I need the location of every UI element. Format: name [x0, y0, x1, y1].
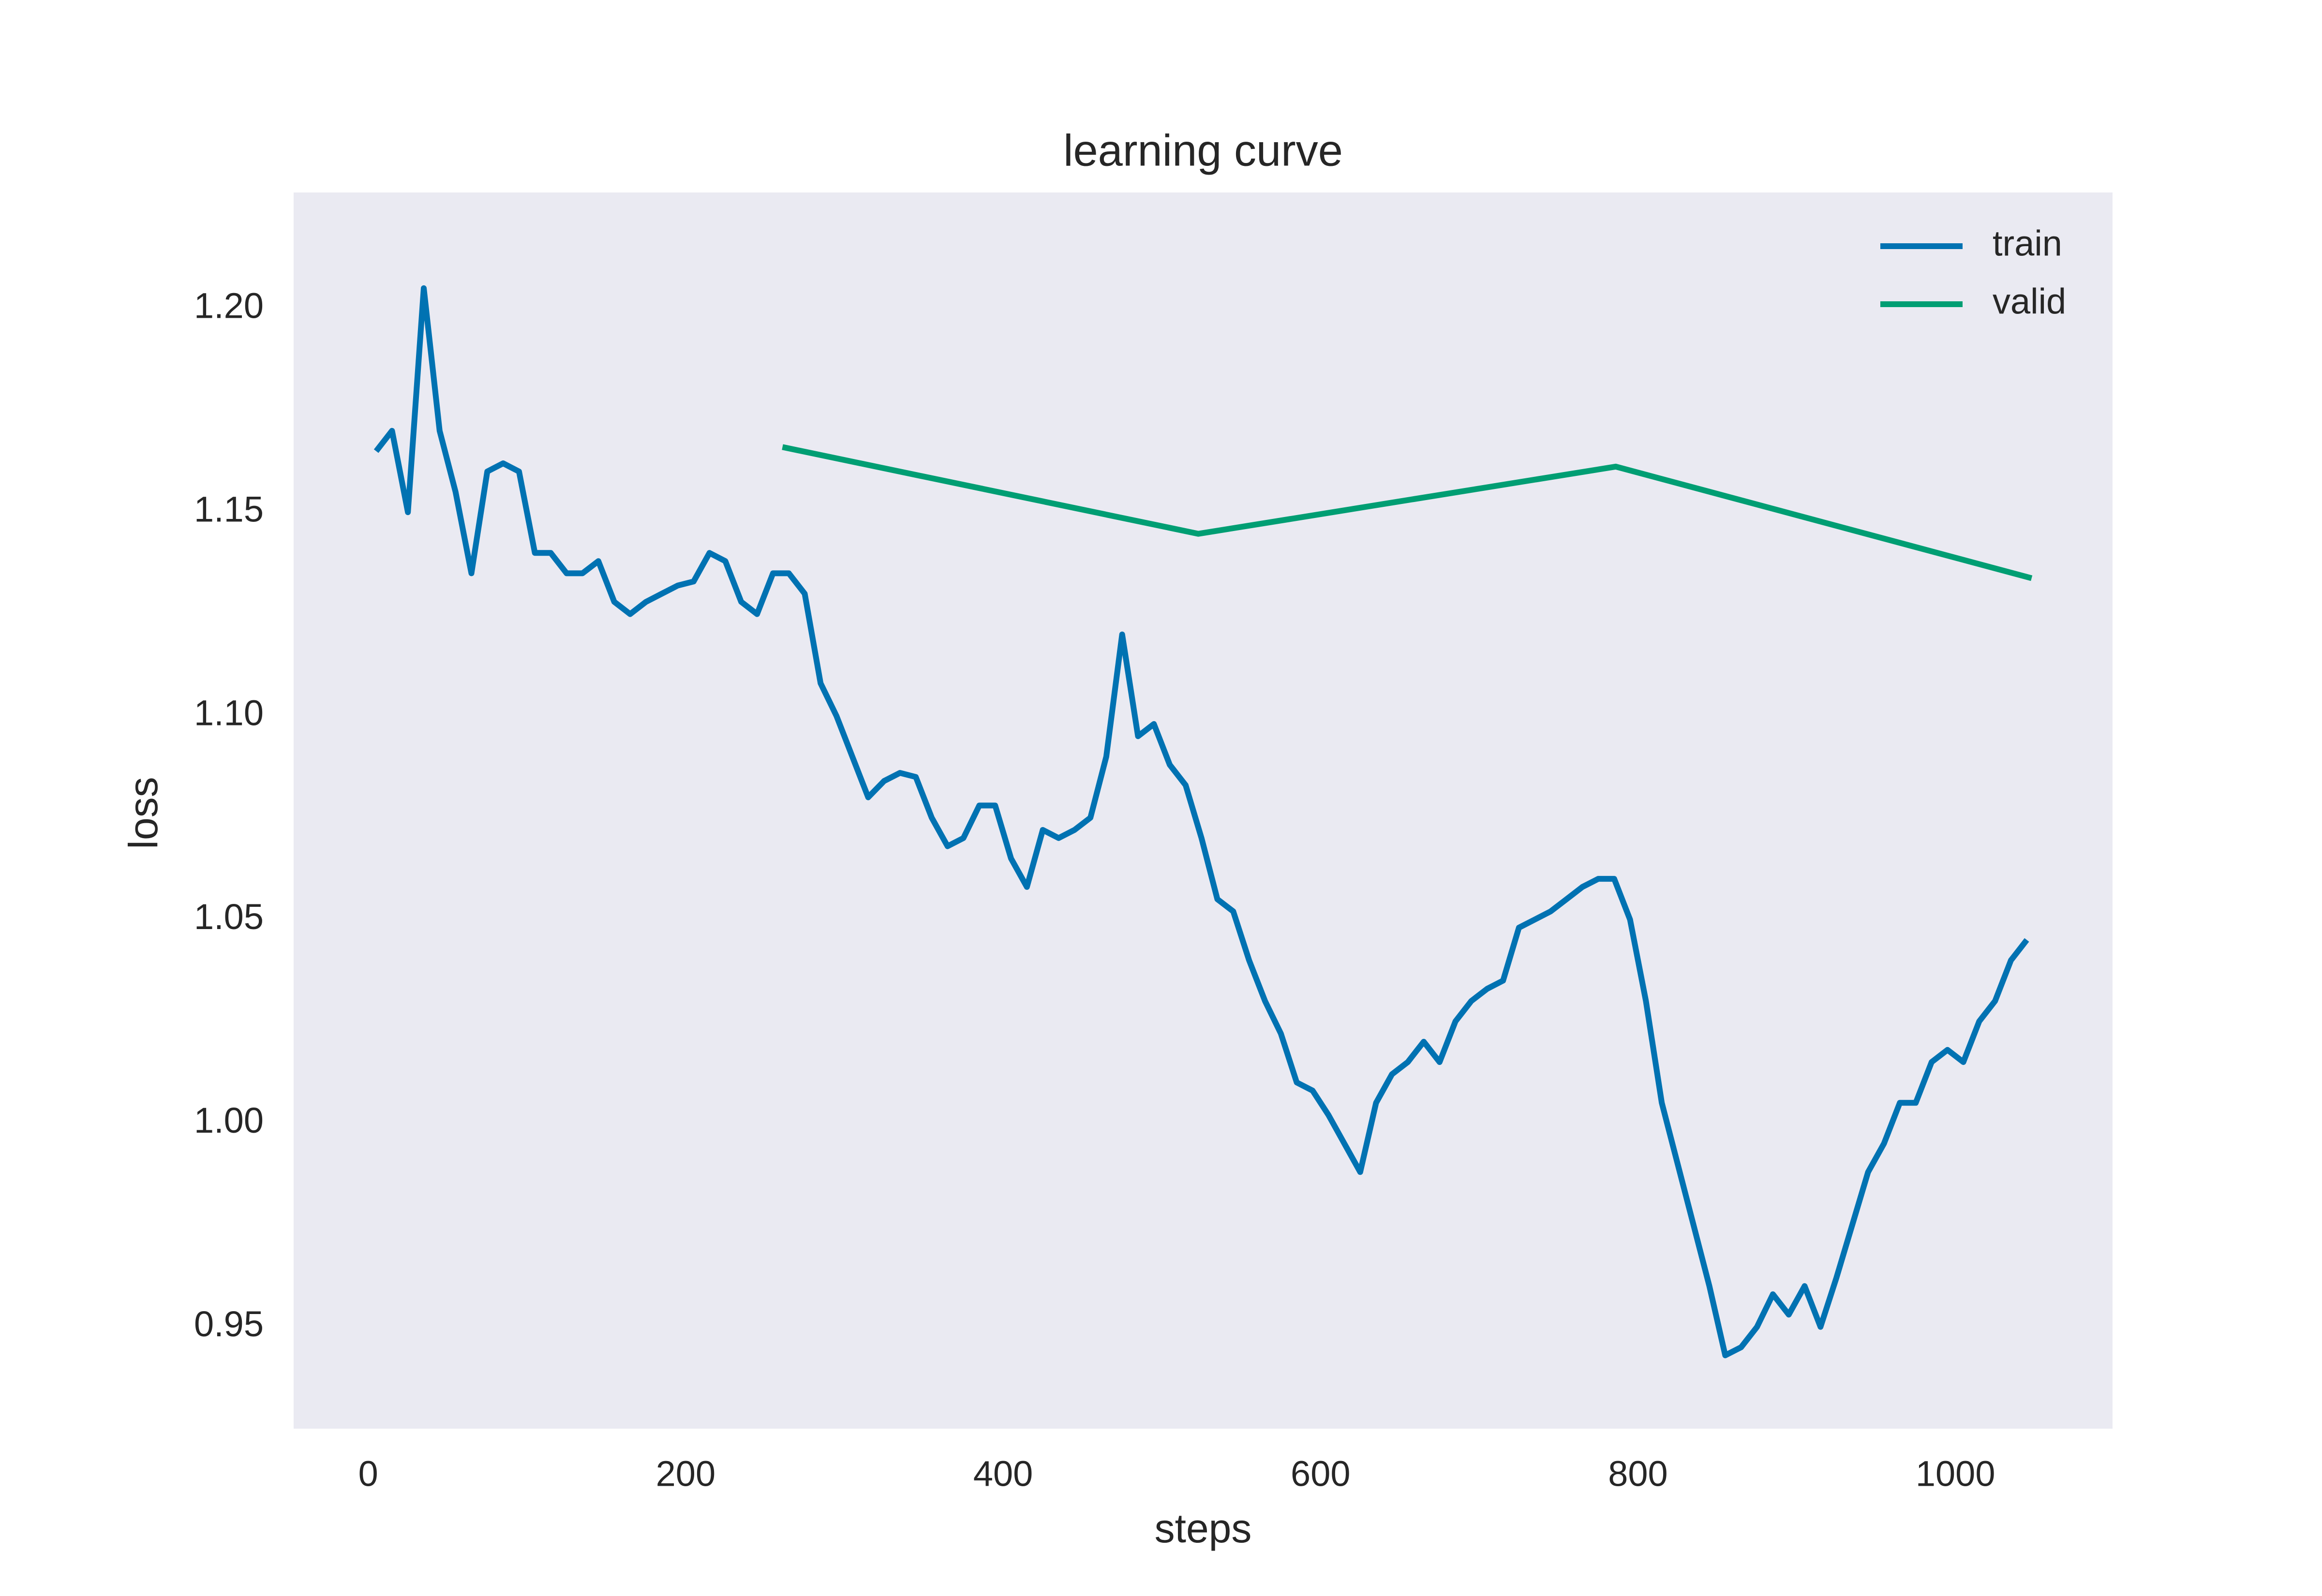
x-tick-label: 1000: [1916, 1454, 1995, 1494]
x-tick-label: 0: [358, 1454, 378, 1494]
legend-label: valid: [1993, 281, 2066, 322]
x-tick-label: 400: [973, 1454, 1033, 1494]
y-axis-label: loss: [120, 777, 166, 849]
y-tick-label: 1.10: [194, 693, 264, 733]
x-tick-label: 200: [656, 1454, 715, 1494]
plot-area: [294, 192, 2113, 1429]
line-series: [782, 444, 2033, 581]
line-series: [373, 285, 2029, 1359]
x-tick-label: 600: [1291, 1454, 1350, 1494]
y-tick-label: 0.95: [194, 1304, 264, 1344]
x-tick-label: 800: [1608, 1454, 1667, 1494]
y-tick-label: 1.00: [194, 1100, 264, 1140]
y-tick-label: 1.05: [194, 897, 264, 937]
chart-title: learning curve: [1063, 126, 1343, 175]
legend-label: train: [1993, 223, 2062, 264]
y-tick-label: 1.15: [194, 489, 264, 530]
y-tick-label: 1.20: [194, 286, 264, 326]
x-axis-label: steps: [1155, 1506, 1252, 1551]
